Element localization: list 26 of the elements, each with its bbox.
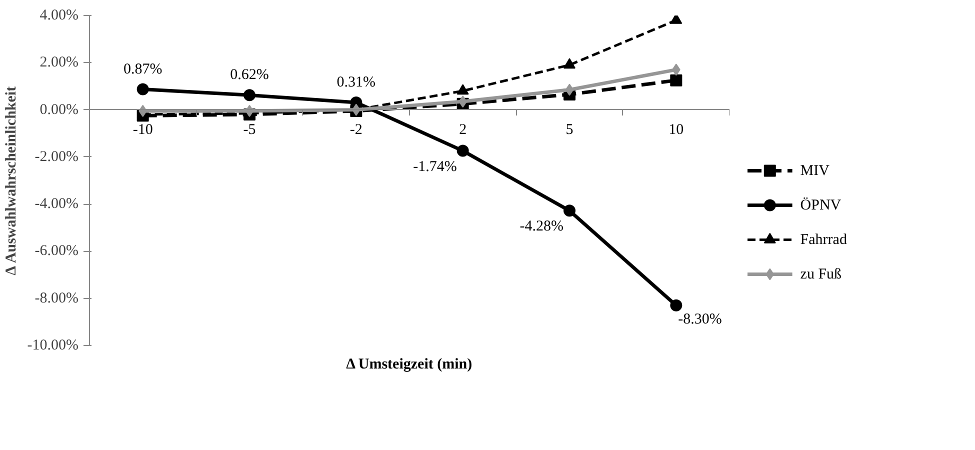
y-axis-title: Δ Auswahlwahrscheinlichkeit — [3, 86, 20, 276]
legend-label: ÖPNV — [800, 196, 842, 214]
x-tick-label: -2 — [350, 122, 362, 138]
y-tick-label: -10.00% — [27, 338, 79, 354]
legend-label: zu Fuß — [800, 266, 842, 282]
data-label: 0.87% — [123, 61, 162, 78]
data-label: 0.62% — [230, 67, 269, 84]
data-label: 0.31% — [336, 74, 376, 90]
y-tick-label: 2.00% — [40, 54, 79, 71]
x-tick-label: -10 — [132, 122, 153, 138]
y-tick-label: 4.00% — [40, 8, 79, 24]
data-label: -4.28% — [520, 218, 564, 235]
x-tick-label: 5 — [566, 122, 574, 138]
y-tick-label: -4.00% — [34, 196, 79, 212]
data-label: -1.74% — [413, 158, 457, 175]
y-tick-label: 0.00% — [40, 102, 79, 118]
x-tick-label: 10 — [668, 122, 684, 138]
x-tick-label: -5 — [243, 122, 256, 138]
x-tick-label: 2 — [459, 122, 467, 138]
y-tick-label: -2.00% — [34, 148, 79, 165]
data-label: -8.30% — [678, 311, 722, 328]
y-tick-label: -6.00% — [34, 243, 79, 260]
legend-label: MIV — [800, 162, 830, 179]
x-axis-title: Δ Umsteigzeit (min) — [346, 356, 472, 372]
y-tick-label: -8.00% — [34, 290, 79, 306]
legend-label: Fahrrad — [800, 232, 848, 248]
